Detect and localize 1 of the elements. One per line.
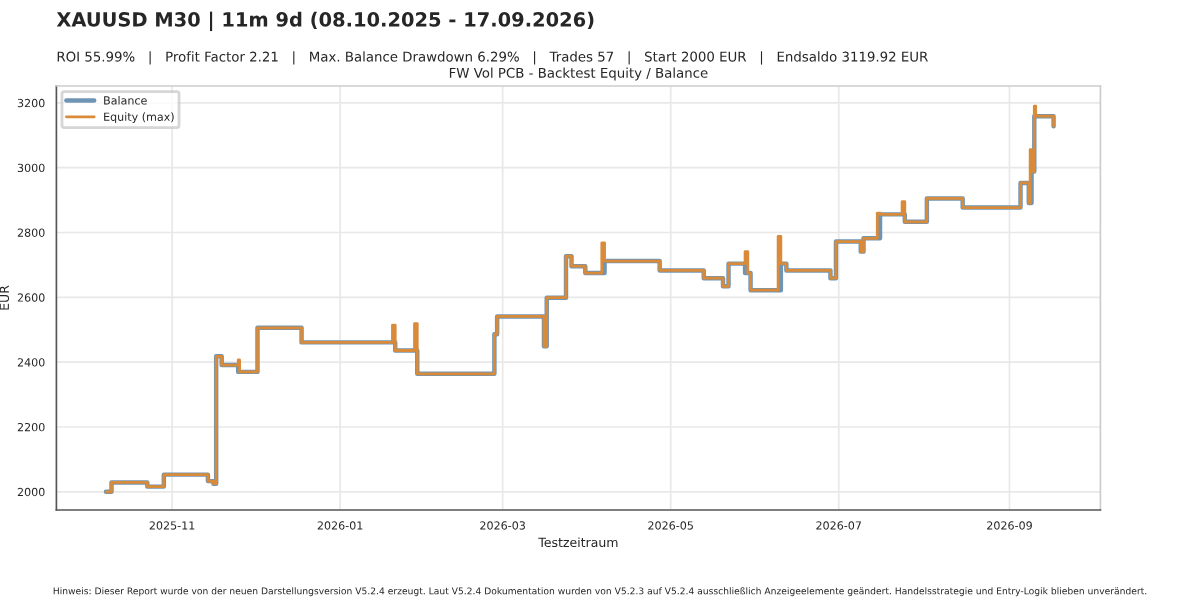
chart-title: XAUUSD M30 | 11m 9d (08.10.2025 - 17.09.2026) bbox=[56, 11, 594, 32]
